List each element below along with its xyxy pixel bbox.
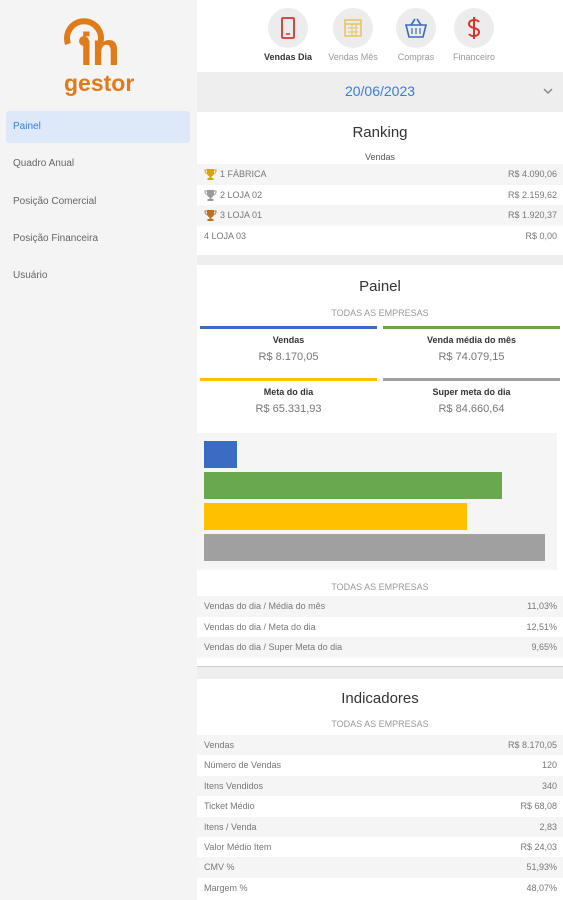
- card-value: R$ 84.660,64: [438, 403, 505, 415]
- card-value: R$ 65.331,93: [255, 403, 322, 415]
- trophy-icon: [204, 209, 217, 222]
- row-bg: [197, 816, 563, 837]
- card-label: Meta do dia: [263, 387, 314, 397]
- menu-label[interactable]: Quadro Anual: [13, 158, 75, 170]
- row-label: 2 LOJA 02: [220, 189, 263, 200]
- card-label: Vendas: [272, 335, 305, 345]
- row-value: 48,07%: [526, 882, 557, 893]
- tab-label[interactable]: Financeiro: [452, 52, 496, 62]
- date-bar[interactable]: [197, 72, 563, 112]
- row-label: Vendas do dia / Super Meta do dia: [204, 642, 343, 653]
- row-value: 120: [541, 760, 557, 771]
- card-value: R$ 8.170,05: [258, 351, 319, 363]
- trophy-icon: [204, 189, 217, 202]
- row-label: 3 LOJA 01: [220, 210, 263, 221]
- row-bg: [197, 596, 563, 617]
- tab-icon[interactable]: [395, 7, 437, 49]
- section-title: Ranking: [352, 124, 408, 141]
- row-value: 340: [541, 780, 557, 791]
- date[interactable]: 20/06/2023: [344, 83, 416, 99]
- trophy-icon: [204, 168, 217, 181]
- row-value: R$ 4.090,06: [507, 169, 557, 179]
- card-border: [383, 378, 560, 381]
- row-bg: [197, 857, 563, 878]
- row-label: Vendas do dia / Média do mês: [204, 601, 326, 611]
- row-bg: [197, 775, 563, 797]
- section-title: Painel: [359, 278, 401, 295]
- row-bg: [197, 637, 563, 658]
- logo-bottom: gestor: [64, 70, 135, 96]
- tab-label[interactable]: Compras: [397, 52, 435, 62]
- card-value: R$ 74.079,15: [438, 351, 505, 363]
- row-label: Margem %: [204, 882, 248, 893]
- row-value: R$ 8.170,05: [507, 740, 557, 750]
- tab-label[interactable]: Vendas Mês: [328, 52, 378, 62]
- menu-label[interactable]: Usuário: [13, 270, 48, 282]
- row-label: Ticket Médio: [204, 801, 255, 812]
- row-bg: [197, 735, 563, 756]
- card-border: [200, 326, 377, 329]
- card-border: [383, 326, 560, 329]
- row-value: R$ 1.920,37: [507, 210, 557, 221]
- logo-arc: [64, 18, 104, 46]
- section-subtitle: Vendas: [364, 152, 396, 162]
- bar: [204, 534, 545, 561]
- row-label: Valor Médio Item: [204, 842, 272, 852]
- menu-label[interactable]: Posição Comercial: [13, 195, 97, 207]
- section-title: Indicadores: [341, 690, 419, 707]
- row-value: 9,65%: [531, 642, 557, 653]
- row-label: Número de Vendas: [204, 760, 282, 771]
- tab-icon[interactable]: [267, 7, 309, 49]
- bar: [204, 503, 468, 530]
- row-label: Vendas do dia / Meta do dia: [204, 621, 316, 632]
- card-label: Super meta do dia: [432, 387, 511, 397]
- sidebar: [0, 0, 197, 900]
- menu-label[interactable]: Painel: [13, 121, 41, 132]
- tab-label[interactable]: Vendas Dia: [263, 52, 313, 62]
- tab-icon[interactable]: [332, 7, 374, 49]
- menu-item[interactable]: [6, 111, 190, 143]
- section-subtitle: TODAS AS EMPRESAS: [331, 719, 429, 729]
- tab-icon[interactable]: [453, 7, 495, 49]
- row-value: R$ 24,03: [520, 842, 557, 852]
- row-label: Vendas: [204, 740, 235, 750]
- row-value: R$ 68,08: [520, 801, 557, 812]
- row-value: 51,93%: [526, 862, 557, 873]
- row-label: Itens Vendidos: [204, 780, 264, 791]
- row-value: R$ 2.159,62: [507, 189, 557, 200]
- bar: [204, 472, 503, 499]
- separator: [197, 666, 563, 679]
- logo-top: in: [80, 23, 120, 75]
- card-border: [200, 378, 377, 381]
- card-label: Venda média do mês: [426, 335, 517, 345]
- row-bg: [197, 205, 563, 226]
- row-label: CMV %: [204, 862, 235, 873]
- row-value: 12,51%: [526, 621, 557, 632]
- row-value: 11,03%: [527, 601, 557, 611]
- row-bg: [197, 164, 563, 185]
- row-value: 2,83: [539, 821, 557, 832]
- row-label: 4 LOJA 03: [204, 230, 247, 241]
- chevron[interactable]: [542, 86, 554, 96]
- row-value: R$ 0,00: [525, 230, 557, 241]
- separator: [197, 255, 563, 265]
- section-subtitle: TODAS AS EMPRESAS: [331, 582, 429, 592]
- row-label: Itens / Venda: [204, 821, 257, 832]
- bar: [204, 441, 237, 468]
- row-label: 1 FÁBRICA: [220, 169, 267, 179]
- menu-label[interactable]: Posição Financeira: [13, 232, 99, 244]
- section-subtitle: TODAS AS EMPRESAS: [331, 308, 429, 318]
